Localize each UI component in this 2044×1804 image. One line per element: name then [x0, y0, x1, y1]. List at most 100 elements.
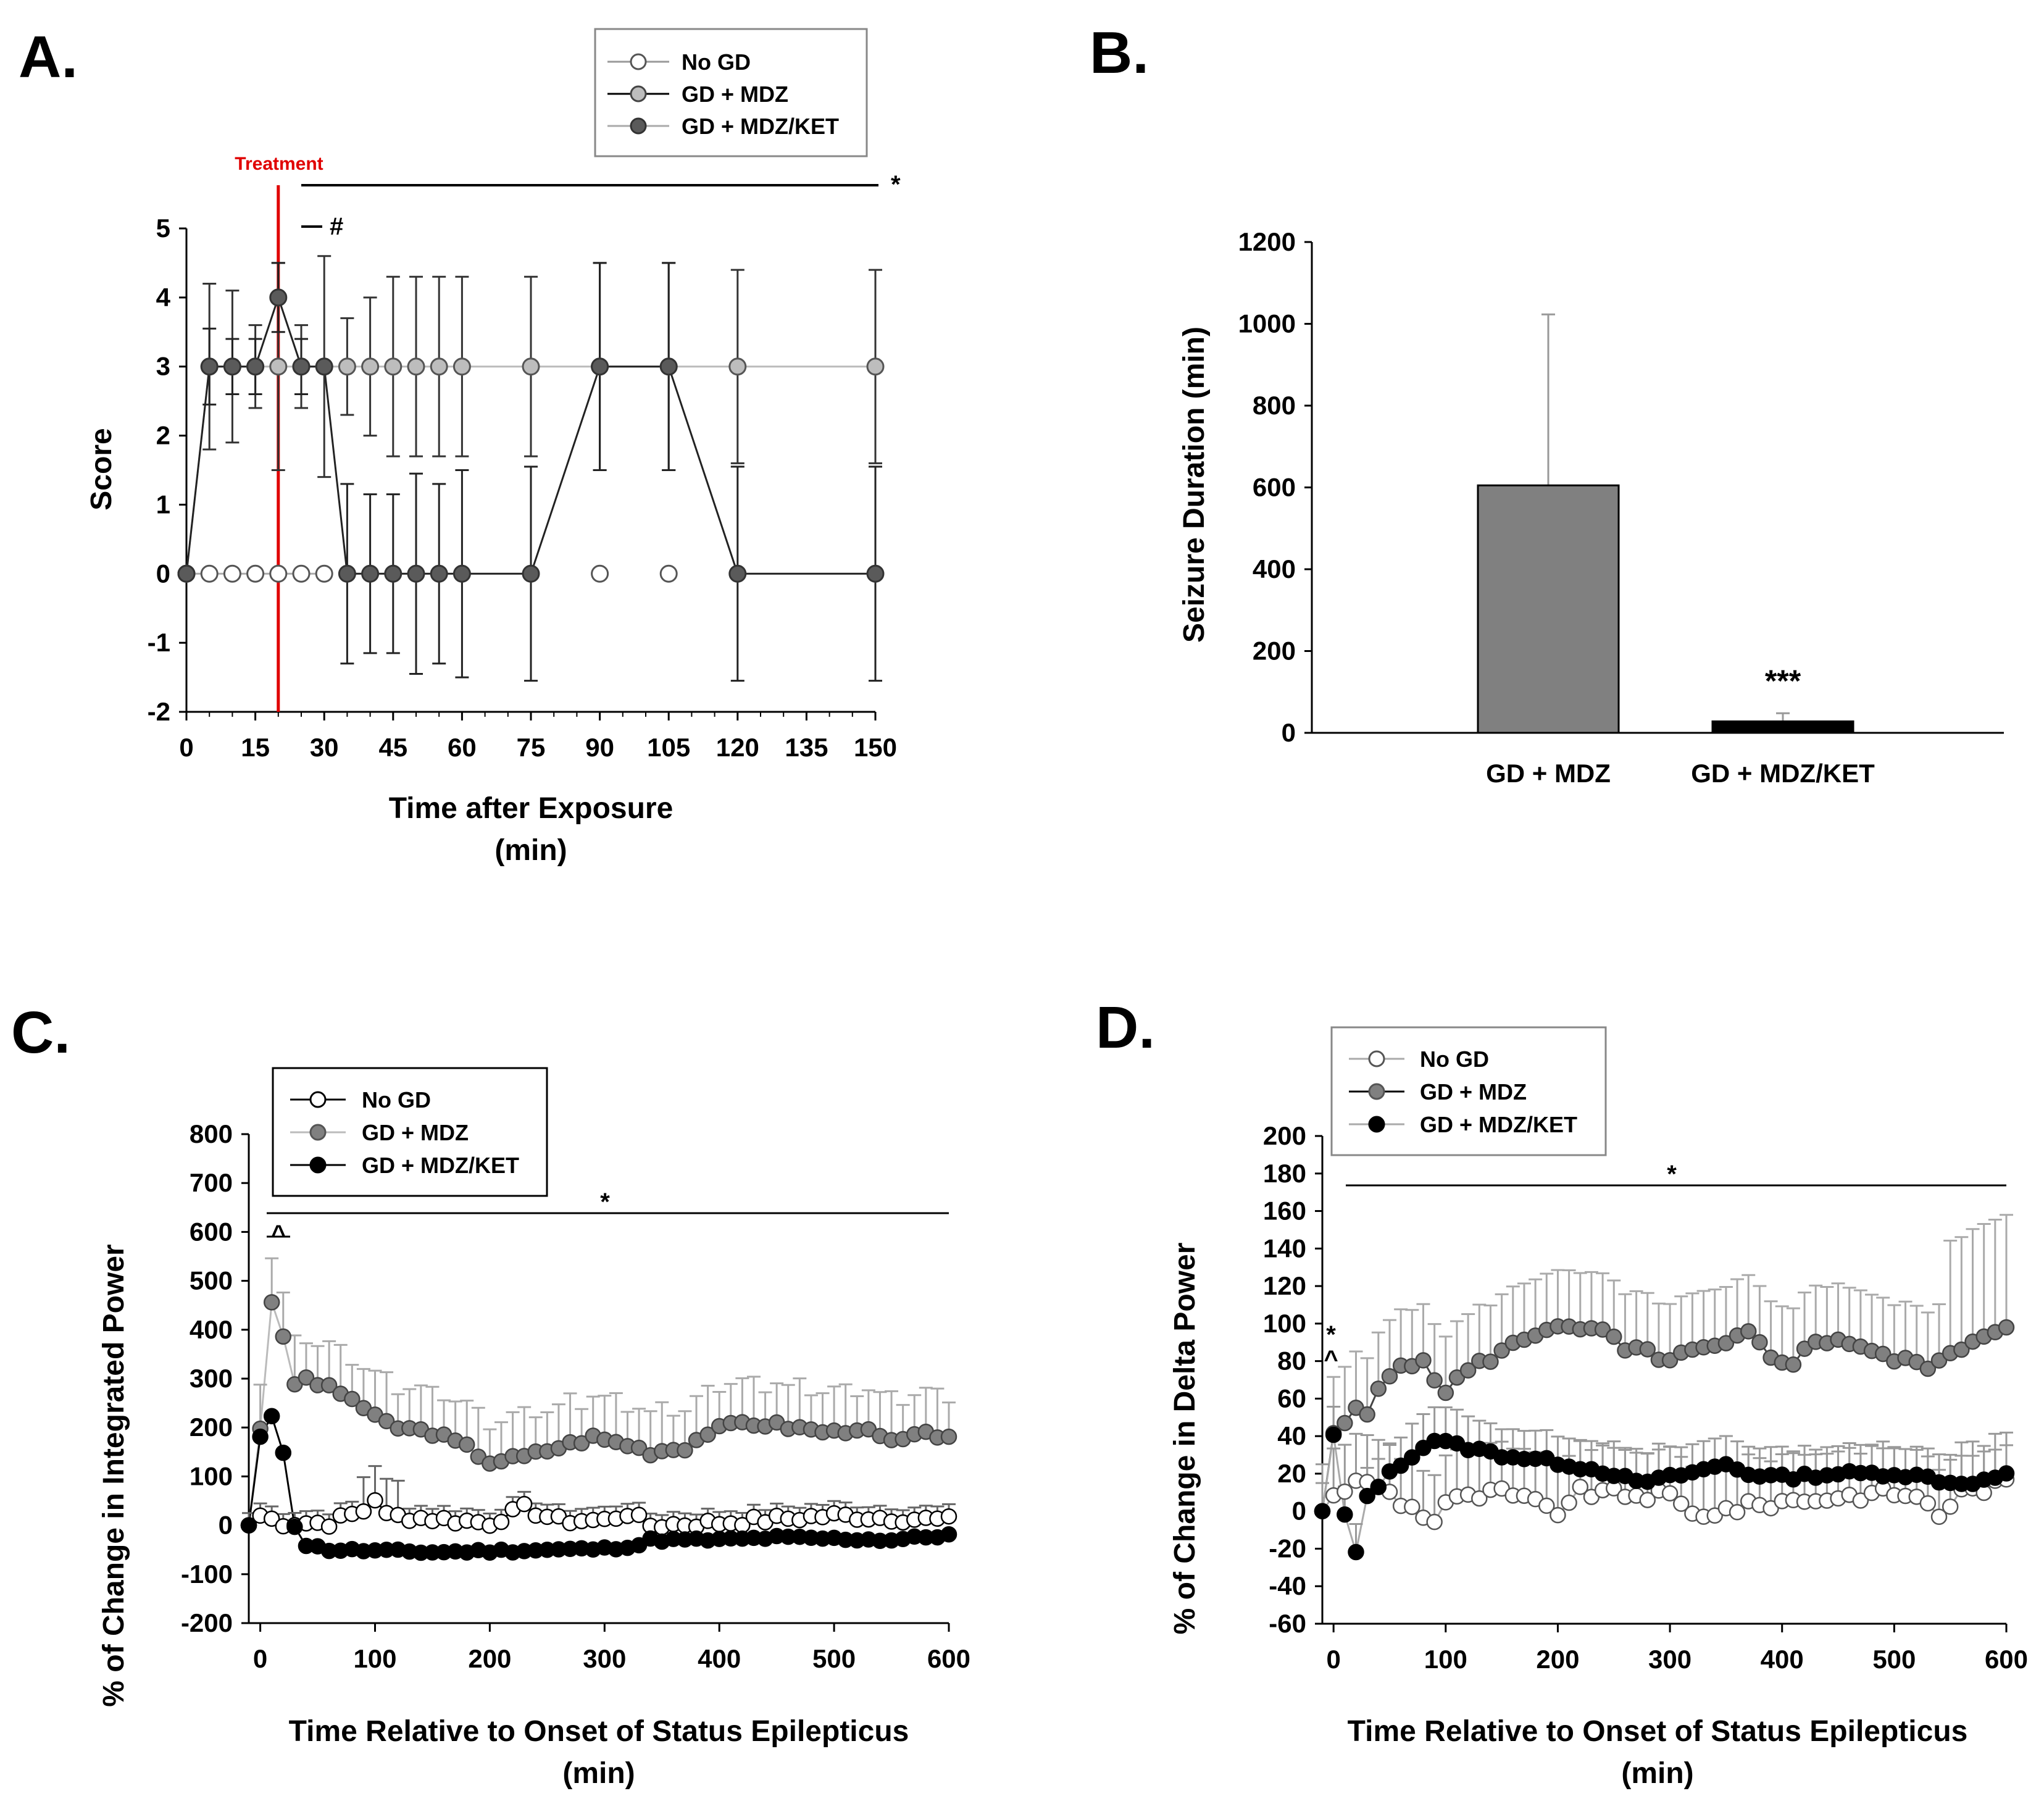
panel-a-y-tick-label: -1 [148, 628, 170, 657]
panel-c-point [263, 1510, 280, 1527]
legend-d-gd-mdz-ket-marker [1368, 1116, 1385, 1133]
panel-a-point [522, 564, 540, 583]
panel-a-x-tick-label: 30 [310, 733, 339, 762]
panel-b-y-tick-label: 200 [1253, 637, 1296, 666]
panel-a-point [430, 564, 448, 583]
panel-d-x-tick-label: 200 [1536, 1645, 1579, 1674]
panel-d-ylabel: % of Change in Delta Power [1169, 1243, 1201, 1635]
legend-c-no-gd-marker [309, 1091, 327, 1108]
panel-c-y-tick-label: 500 [190, 1266, 233, 1295]
panel-c-x-tick-label: 600 [927, 1644, 970, 1673]
panel-d-point [1314, 1503, 1331, 1519]
panel-d-xlabel: Time Relative to Onset of Status Epilept… [1348, 1715, 1968, 1748]
panel-d-point [1953, 1341, 1970, 1358]
legend-c-no-gd: No GD [362, 1087, 431, 1113]
panel-a-point [522, 357, 540, 376]
panel-d-point [1370, 1380, 1387, 1397]
panel-c-point [378, 1413, 395, 1430]
panel-a-point [728, 357, 747, 376]
panel-a-point [223, 564, 241, 583]
panel-a-point [728, 564, 747, 583]
panel-d-x-tick-label: 600 [1985, 1645, 2028, 1674]
panel-d-point [1740, 1323, 1757, 1340]
panel-a-point [269, 357, 288, 376]
panel-a-point [269, 564, 288, 583]
panel-c-point [298, 1369, 315, 1386]
panel-d-point [1661, 1352, 1679, 1369]
panel-c-legend: No GD GD + MDZ GD + MDZ/KET [290, 1087, 519, 1178]
panel-d-point [1561, 1494, 1577, 1511]
panel-a-sig-star: * [891, 171, 901, 198]
panel-b-y-tick-label: 0 [1282, 718, 1296, 747]
panel-a-x-tick-label: 120 [716, 733, 759, 762]
panel-d-x-tick-label: 100 [1424, 1645, 1467, 1674]
panel-c-y-tick-label: -100 [181, 1560, 233, 1589]
panel-a-point [223, 357, 241, 376]
panel-d-y-tick-label: 120 [1263, 1271, 1306, 1300]
panel-d-point [1785, 1356, 1802, 1373]
panel-c-x-tick-label: 400 [698, 1644, 741, 1673]
panel-c-y-tick-label: 200 [190, 1413, 233, 1442]
panel-c-y-tick-label: 800 [190, 1119, 233, 1148]
panel-d-point [1919, 1495, 1937, 1512]
panel-d-y-tick-label: 160 [1263, 1196, 1306, 1226]
panel-d-point [1572, 1479, 1589, 1495]
panel-c-point [355, 1503, 372, 1520]
panel-a-xlabel: Time after Exposure [389, 792, 674, 825]
panel-d-point [1729, 1504, 1746, 1521]
panel-c-y-tick-label: 600 [190, 1217, 233, 1246]
panel-c-y-tick-label: 0 [219, 1511, 233, 1540]
panel-d-point [1337, 1506, 1353, 1523]
panel-c-point [630, 1439, 648, 1456]
panel-d-point [1471, 1490, 1488, 1507]
panel-d-x-tick-label: 500 [1872, 1645, 1916, 1674]
panel-d-point [1415, 1352, 1432, 1369]
panel-c-y-tick-label: 700 [190, 1168, 233, 1197]
panel-d-point [1706, 1507, 1723, 1524]
panel-d-y-tick-label: -20 [1269, 1534, 1306, 1563]
panel-a-y-tick-label: 5 [156, 214, 170, 243]
panel-d-point [1426, 1513, 1443, 1530]
panel-b-bar [1477, 484, 1620, 734]
panel-d-point [1639, 1492, 1656, 1508]
panel-c-point [493, 1513, 510, 1530]
legend-no-gd: No GD [682, 49, 751, 75]
panel-c-point [573, 1435, 590, 1451]
panel-a-point [384, 357, 403, 376]
panel-c-point [240, 1517, 257, 1534]
panel-b-ylabel: Seizure Duration (min) [1178, 327, 1211, 643]
panel-a-point [292, 564, 311, 583]
panel-b-y-tick-label: 800 [1253, 391, 1296, 420]
panel-d-y-tick-label: 20 [1277, 1459, 1306, 1488]
panel-d-point [1370, 1479, 1387, 1495]
panel-a-point [361, 357, 380, 376]
panel-c-x-tick-label: 0 [253, 1644, 267, 1673]
panel-a-point [866, 357, 885, 376]
panel-d-point [1459, 1362, 1477, 1379]
panel-c-point [320, 1518, 338, 1535]
legend-gd-mdz: GD + MDZ [682, 81, 788, 107]
panel-c-x-tick-label: 100 [353, 1644, 396, 1673]
panel-d-point [1348, 1543, 1364, 1561]
panel-a-point [292, 357, 311, 376]
panel-c-point [677, 1442, 693, 1459]
panel-d-y-tick-label: 100 [1263, 1309, 1306, 1338]
panel-d-point [1337, 1414, 1353, 1432]
legend-d-gd-mdz-marker [1368, 1083, 1385, 1100]
panel-d: D. No GD GD + MDZ GD + MDZ/KET * * ^ % o… [1096, 995, 2028, 1790]
panel-c-point [275, 1444, 292, 1461]
panel-a-x-tick-label: 135 [785, 733, 828, 762]
panel-a-y-tick-label: 2 [156, 421, 170, 450]
panel-d-x-tick-label: 0 [1326, 1645, 1340, 1674]
panel-a: A. No GD GD + MDZ GD + MDZ/KET Treatment… [19, 24, 901, 867]
panel-c-label: C. [11, 1000, 70, 1066]
panel-a-y-tick-label: 3 [156, 352, 170, 381]
panel-a-y-tick-label: 4 [156, 283, 171, 312]
panel-a-point [200, 357, 219, 376]
panel-d-point [1874, 1345, 1892, 1363]
panel-a-point [315, 564, 333, 583]
panel-d-y-tick-label: -60 [1269, 1609, 1306, 1638]
panel-d-point [1426, 1372, 1443, 1389]
panel-c-point [630, 1506, 648, 1524]
